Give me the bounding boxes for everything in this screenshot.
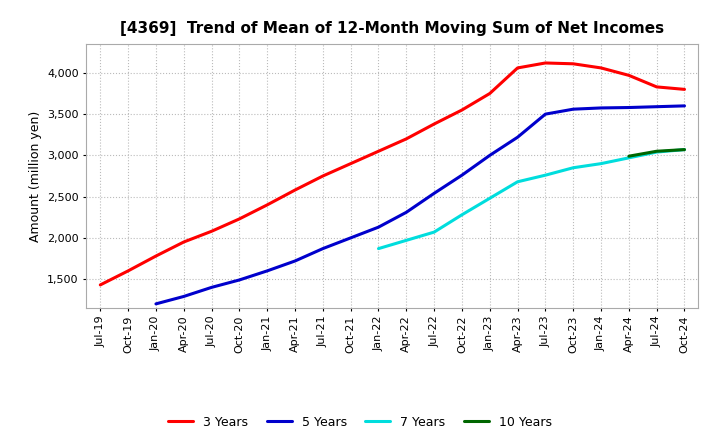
3 Years — [680, 87, 689, 92]
5 Years — [652, 104, 661, 109]
3 Years — [541, 60, 550, 66]
3 Years — [207, 229, 216, 234]
5 Years — [680, 103, 689, 109]
10 Years — [624, 154, 633, 159]
5 Years — [541, 111, 550, 117]
3 Years — [291, 187, 300, 193]
3 Years — [458, 107, 467, 113]
3 Years — [624, 73, 633, 78]
3 Years — [346, 161, 355, 166]
5 Years — [458, 172, 467, 178]
5 Years — [485, 153, 494, 158]
3 Years — [96, 282, 104, 288]
3 Years — [374, 149, 383, 154]
7 Years — [541, 172, 550, 178]
Line: 7 Years: 7 Years — [379, 150, 685, 249]
5 Years — [346, 235, 355, 241]
7 Years — [513, 179, 522, 184]
7 Years — [624, 155, 633, 161]
3 Years — [124, 268, 132, 274]
5 Years — [430, 191, 438, 196]
Line: 3 Years: 3 Years — [100, 63, 685, 285]
5 Years — [263, 268, 271, 274]
Line: 10 Years: 10 Years — [629, 150, 685, 156]
5 Years — [569, 106, 577, 112]
7 Years — [597, 161, 606, 166]
3 Years — [430, 121, 438, 127]
5 Years — [597, 105, 606, 110]
3 Years — [485, 91, 494, 96]
7 Years — [374, 246, 383, 251]
3 Years — [318, 173, 327, 179]
3 Years — [152, 253, 161, 259]
7 Years — [569, 165, 577, 170]
5 Years — [402, 209, 410, 215]
5 Years — [207, 285, 216, 290]
5 Years — [374, 224, 383, 230]
Y-axis label: Amount (million yen): Amount (million yen) — [29, 110, 42, 242]
Title: [4369]  Trend of Mean of 12-Month Moving Sum of Net Incomes: [4369] Trend of Mean of 12-Month Moving … — [120, 21, 665, 36]
7 Years — [430, 230, 438, 235]
3 Years — [513, 65, 522, 70]
7 Years — [680, 147, 689, 152]
3 Years — [569, 61, 577, 66]
3 Years — [263, 202, 271, 208]
5 Years — [152, 301, 161, 307]
5 Years — [513, 135, 522, 140]
3 Years — [402, 136, 410, 142]
3 Years — [179, 239, 188, 245]
Legend: 3 Years, 5 Years, 7 Years, 10 Years: 3 Years, 5 Years, 7 Years, 10 Years — [163, 411, 557, 434]
7 Years — [458, 212, 467, 217]
7 Years — [402, 238, 410, 243]
7 Years — [652, 150, 661, 155]
5 Years — [235, 277, 243, 282]
10 Years — [652, 149, 661, 154]
5 Years — [318, 246, 327, 251]
7 Years — [485, 196, 494, 201]
Line: 5 Years: 5 Years — [156, 106, 685, 304]
3 Years — [652, 84, 661, 89]
10 Years — [680, 147, 689, 152]
5 Years — [291, 258, 300, 264]
5 Years — [624, 105, 633, 110]
3 Years — [597, 65, 606, 70]
3 Years — [235, 216, 243, 221]
5 Years — [179, 294, 188, 299]
